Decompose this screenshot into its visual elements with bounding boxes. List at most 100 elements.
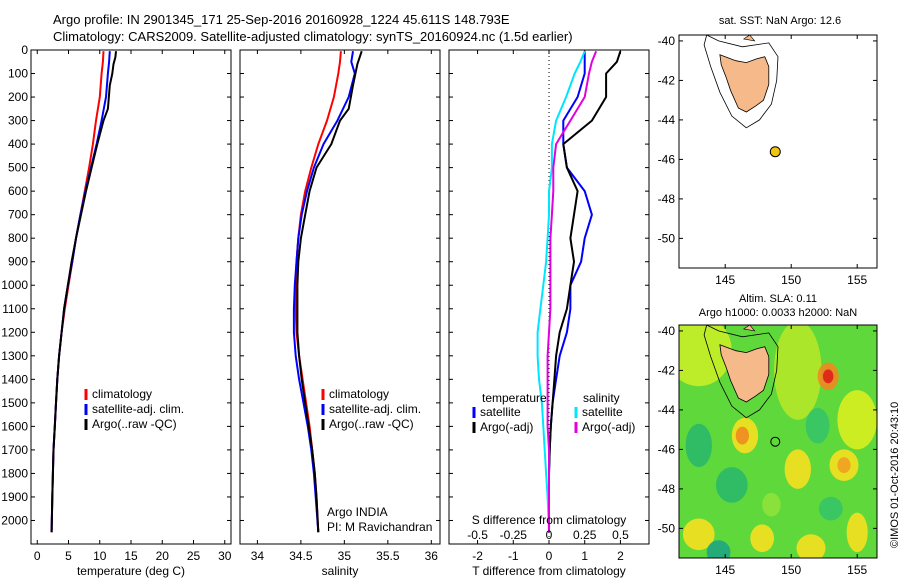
series-line-argo-raw-qc- [50, 51, 117, 533]
sla-anomaly-blob [735, 426, 749, 445]
panel-frame-temperature-profile [30, 49, 232, 545]
depth-tick-label: 2000 [1, 513, 28, 527]
x-tick-label: 0 [546, 549, 553, 563]
x-axis-label: salinity [322, 564, 359, 578]
depth-tick-label: 1100 [2, 302, 28, 316]
sla-anomaly-blob [846, 512, 868, 553]
x-tick-label: 5 [65, 549, 72, 563]
depth-tick-label: 1900 [1, 490, 28, 504]
lon-tick-label: 150 [781, 563, 801, 577]
sst-map-title: sat. SST: NaN Argo: 12.6 [719, 15, 841, 27]
lon-tick-label: 145 [715, 563, 735, 577]
sla-map-title-line1: Altim. SLA: 0.11 [739, 293, 817, 305]
depth-tick-label: 0 [21, 43, 28, 57]
x-tick-label: 36 [425, 549, 439, 563]
argo-position-marker [770, 436, 781, 447]
legend-label: satellite-adj. clim. [92, 402, 184, 416]
x-tick-label: 34 [251, 549, 265, 563]
sla-anomaly-blob [679, 325, 732, 387]
x-tick-label: -2 [472, 549, 483, 563]
legend-label: satellite [480, 405, 521, 419]
x-tick-label: 34.5 [289, 549, 313, 563]
legend-label: Argo(-adj) [582, 420, 635, 434]
lat-tick-label: -46 [658, 152, 676, 166]
sla-anomaly-blob [796, 534, 826, 558]
lon-tick-label: 150 [781, 273, 801, 287]
lat-tick-label: -44 [658, 113, 676, 127]
x-tick-label: 1 [581, 549, 588, 563]
s-tick-label: 0 [546, 528, 553, 542]
top-x-axis-label: S difference from climatology [472, 513, 627, 527]
depth-tick-label: 1300 [1, 349, 28, 363]
sla-anomaly-blob [682, 518, 715, 551]
x-tick-label: -1 [508, 549, 519, 563]
depth-tick-label: 1000 [1, 278, 28, 292]
pi-name-label: PI: M Ravichandran [327, 520, 432, 534]
depth-tick-label: 1400 [1, 372, 28, 386]
tasmania-land [719, 54, 770, 113]
sla-anomaly-blob [685, 423, 712, 468]
depth-tick-label: 500 [8, 161, 28, 175]
sla-anomaly-blob [837, 390, 877, 450]
sla-heatmap-field [679, 325, 877, 558]
depth-tick-label: 1800 [1, 466, 28, 480]
climatology-subtitle: Climatology: CARS2009. Satellite-adjuste… [53, 29, 573, 44]
lat-tick-label: -50 [658, 231, 676, 245]
x-axis-label: temperature (deg C) [77, 564, 185, 578]
depth-tick-label: 800 [8, 231, 28, 245]
sla-map-title-line2: Argo h1000: 0.0033 h2000: NaN [699, 307, 857, 319]
depth-tick-label: 100 [8, 67, 28, 81]
x-tick-label: 2 [617, 549, 624, 563]
x-tick-label: 30 [218, 549, 232, 563]
x-tick-label: 10 [93, 549, 107, 563]
sla-anomaly-blob [715, 467, 748, 503]
depth-tick-label: 600 [8, 184, 28, 198]
s-tick-label: -0.5 [467, 528, 488, 542]
depth-tick-label: 1200 [1, 325, 28, 339]
legend-label: Argo(-adj) [480, 420, 533, 434]
lat-tick-label: -48 [658, 482, 676, 496]
lat-tick-label: -46 [658, 442, 676, 456]
series-line-temperature-argo-adj- [548, 50, 622, 533]
map-frame [678, 34, 878, 269]
sla-map [678, 324, 878, 559]
sla-anomaly-blob [762, 492, 781, 517]
x-tick-label: 25 [187, 549, 201, 563]
lat-tick-label: -50 [658, 521, 676, 535]
sla-anomaly-blob [818, 496, 843, 521]
lat-tick-label: -40 [658, 34, 676, 48]
lat-tick-label: -40 [658, 324, 676, 338]
lat-tick-label: -42 [658, 363, 676, 377]
panel-frame-salinity-profile [239, 49, 441, 545]
island-land [742, 324, 756, 332]
sla-anomaly-blob [784, 449, 811, 489]
depth-tick-label: 200 [8, 90, 28, 104]
series-line-argo-raw-qc- [296, 50, 363, 533]
imos-timestamp-label: ©IMOS 01-Oct-2016 20:43:10 [889, 401, 900, 548]
legend-label: satellite-adj. clim. [329, 402, 421, 416]
legend-title-temperature: temperature [482, 391, 547, 405]
lat-tick-label: -44 [658, 403, 676, 417]
tasmania-land [719, 344, 770, 403]
depth-tick-label: 1700 [1, 443, 28, 457]
s-tick-label: 0.5 [612, 528, 629, 542]
x-tick-label: 35 [338, 549, 352, 563]
legend-title-salinity: salinity [583, 391, 620, 405]
s-tick-label: 0.25 [573, 528, 597, 542]
legend-label: Argo(..raw -QC) [329, 417, 414, 431]
sla-anomaly-blob [805, 407, 830, 444]
depth-tick-label: 900 [8, 255, 28, 269]
argo-position-marker [769, 146, 781, 158]
x-axis-label: T difference from climatology [472, 564, 626, 578]
series-line-salinity-satellite [536, 50, 586, 533]
depth-tick-label: 1600 [1, 419, 28, 433]
sla-anomaly-blob [822, 369, 834, 384]
x-tick-label: 0 [34, 549, 41, 563]
shelf-contour [703, 34, 779, 129]
legend-label: climatology [329, 387, 389, 401]
depth-tick-label: 300 [8, 114, 28, 128]
depth-tick-label: 1500 [1, 396, 28, 410]
series-line-salinity-argo-adj- [546, 50, 598, 533]
legend-label: climatology [92, 387, 152, 401]
x-tick-label: 15 [124, 549, 138, 563]
